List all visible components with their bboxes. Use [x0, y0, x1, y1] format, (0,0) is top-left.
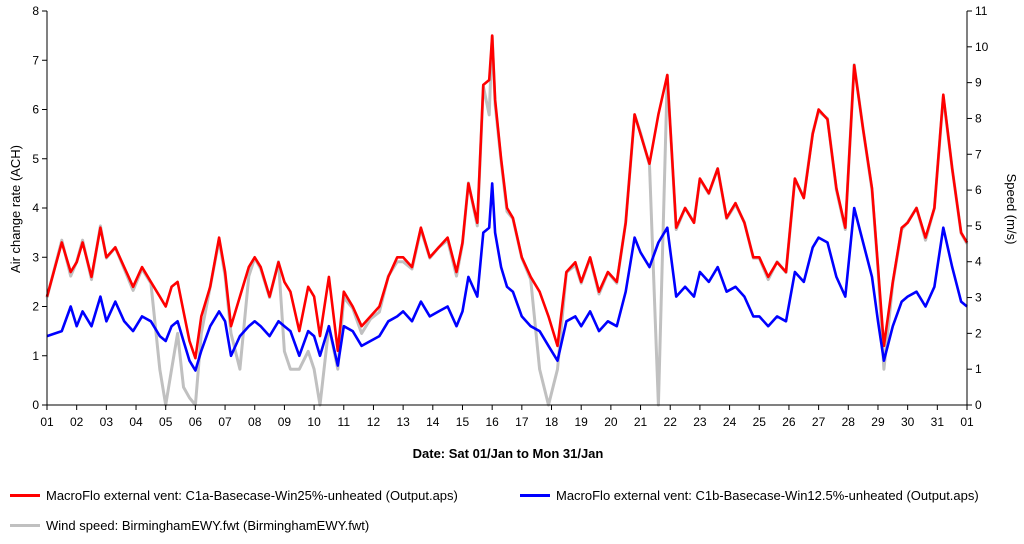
legend-label: MacroFlo external vent: C1b-Basecase-Win… [556, 488, 979, 503]
legend-swatch-blue [520, 494, 550, 497]
right-axis-ticks: 0 1 2 3 4 5 6 7 8 9 10 11 [967, 4, 989, 412]
x-tick-label: 28 [842, 415, 856, 429]
right-tick-label: 11 [975, 4, 988, 18]
left-tick-label: 7 [32, 53, 39, 67]
left-tick-label: 4 [32, 201, 39, 215]
legend-item-series-1: MacroFlo external vent: C1a-Basecase-Win… [10, 488, 458, 503]
right-tick-label: 3 [975, 291, 982, 305]
x-axis-title: Date: Sat 01/Jan to Mon 31/Jan [413, 446, 604, 461]
right-tick-label: 10 [975, 40, 989, 54]
legend-swatch-grey [10, 524, 40, 527]
series-line-2 [46, 182, 968, 372]
x-tick-label: 15 [456, 415, 470, 429]
x-tick-label: 24 [723, 415, 737, 429]
left-tick-label: 0 [32, 398, 39, 412]
x-tick-label: 01 [40, 415, 54, 429]
x-tick-label: 01 [960, 415, 974, 429]
x-tick-label: 10 [307, 415, 321, 429]
x-tick-label: 16 [485, 415, 499, 429]
left-tick-label: 5 [32, 152, 39, 166]
x-tick-label: 26 [782, 415, 796, 429]
x-axis-ticks: 01 02 03 04 05 06 07 08 09 10 11 12 13 14 15 16 17 18 19 20… [40, 405, 974, 429]
series-line-1 [45, 34, 969, 360]
x-tick-label: 21 [634, 415, 648, 429]
x-tick-label: 31 [931, 415, 945, 429]
left-tick-label: 3 [32, 250, 39, 264]
left-axis-ticks: 0 1 2 3 4 5 6 7 8 [32, 4, 47, 412]
right-tick-label: 0 [975, 398, 982, 412]
x-tick-label: 27 [812, 415, 826, 429]
x-tick-label: 25 [753, 415, 767, 429]
x-tick-label: 29 [871, 415, 885, 429]
left-tick-label: 6 [32, 103, 39, 117]
series-layer [45, 34, 969, 407]
right-tick-label: 2 [975, 326, 982, 340]
right-tick-label: 9 [975, 76, 982, 90]
x-tick-label: 08 [248, 415, 262, 429]
x-tick-label: 12 [367, 415, 381, 429]
legend-label: MacroFlo external vent: C1a-Basecase-Win… [46, 488, 458, 503]
left-tick-label: 8 [32, 4, 39, 18]
x-tick-label: 23 [693, 415, 707, 429]
x-tick-label: 14 [426, 415, 440, 429]
right-tick-label: 7 [975, 147, 982, 161]
legend-item-series-3: Wind speed: BirminghamEWY.fwt (Birmingha… [10, 518, 369, 533]
x-tick-label: 17 [515, 415, 529, 429]
left-tick-label: 1 [32, 349, 39, 363]
x-tick-label: 04 [129, 415, 143, 429]
right-tick-label: 4 [975, 255, 982, 269]
legend-swatch-red [10, 494, 40, 497]
x-tick-label: 30 [901, 415, 915, 429]
right-tick-label: 1 [975, 362, 982, 376]
x-tick-label: 07 [218, 415, 232, 429]
right-tick-label: 8 [975, 111, 982, 125]
x-tick-label: 02 [70, 415, 84, 429]
x-tick-label: 20 [604, 415, 618, 429]
x-tick-label: 09 [278, 415, 292, 429]
x-tick-label: 06 [189, 415, 203, 429]
left-axis-title: Air change rate (ACH) [8, 145, 23, 273]
left-tick-label: 2 [32, 300, 39, 314]
legend-label: Wind speed: BirminghamEWY.fwt (Birmingha… [46, 518, 370, 533]
right-tick-label: 5 [975, 219, 982, 233]
right-axis-title: Speed (m/s) [1004, 174, 1019, 245]
x-tick-label: 11 [338, 415, 351, 429]
x-tick-label: 19 [575, 415, 589, 429]
x-tick-label: 13 [396, 415, 410, 429]
right-tick-label: 6 [975, 183, 982, 197]
legend-item-series-2: MacroFlo external vent: C1b-Basecase-Win… [520, 488, 979, 503]
x-tick-label: 18 [545, 415, 559, 429]
x-tick-label: 05 [159, 415, 173, 429]
x-tick-label: 03 [100, 415, 114, 429]
x-tick-label: 22 [664, 415, 678, 429]
